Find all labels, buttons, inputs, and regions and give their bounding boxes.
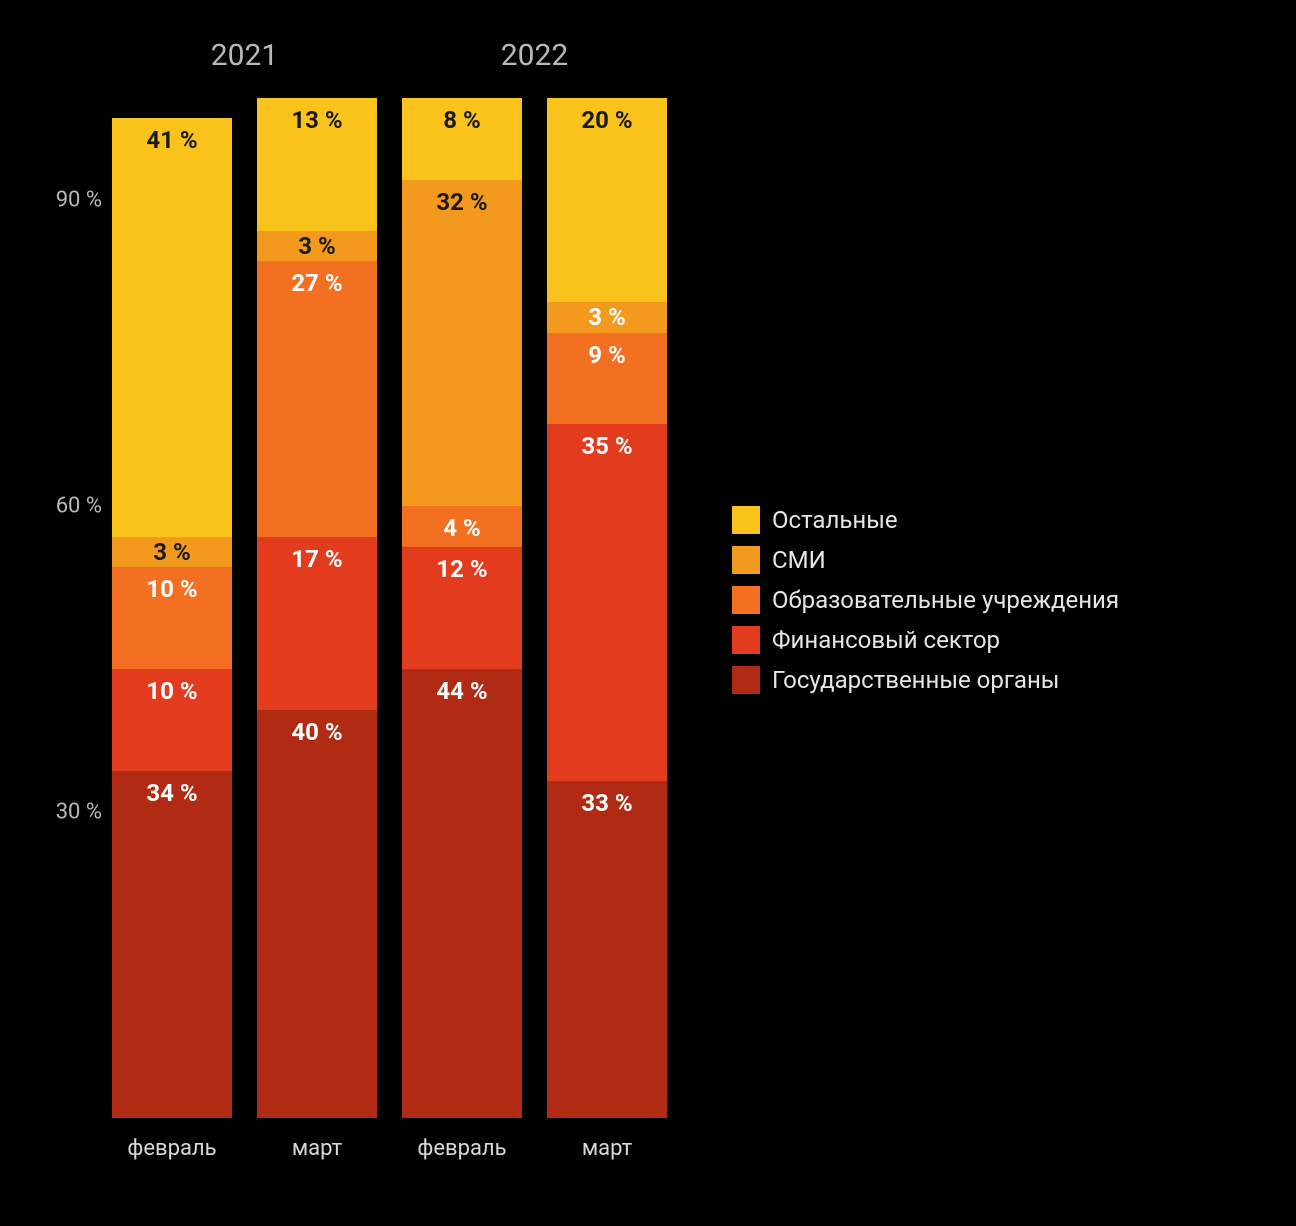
- segment-value-label: 20 %: [547, 108, 667, 132]
- bar-segment-fin: 35 %: [547, 424, 667, 781]
- segment-value-label: 12 %: [402, 557, 522, 581]
- bar: 44 % 12 % 4 % 32 % 8 %: [402, 98, 522, 1118]
- x-axis-label: февраль: [417, 1136, 506, 1161]
- plot-area: 34 % 10 % 10 % 3 % 41 % 40 % 17 % 27 % 3 % 13 % 44…: [112, 98, 667, 1118]
- segment-value-label: 17 %: [257, 547, 377, 571]
- bar-segment-gov: 40 %: [257, 710, 377, 1118]
- segment-value-label: 33 %: [547, 791, 667, 815]
- bar-segment-gov: 33 %: [547, 781, 667, 1118]
- segment-value-label: 27 %: [257, 271, 377, 295]
- bar-segment-other: 8 %: [402, 98, 522, 180]
- segment-value-label: 44 %: [402, 679, 522, 703]
- bar-segment-edu: 27 %: [257, 261, 377, 536]
- legend-swatch: [732, 546, 760, 574]
- legend-item: СМИ: [732, 540, 1119, 580]
- bar-segment-fin: 12 %: [402, 547, 522, 669]
- legend-item: Остальные: [732, 500, 1119, 540]
- segment-value-label: 10 %: [112, 679, 232, 703]
- segment-value-label: 41 %: [112, 128, 232, 152]
- bar-segment-other: 13 %: [257, 98, 377, 231]
- legend-swatch: [732, 626, 760, 654]
- bar-segment-media: 3 %: [547, 302, 667, 333]
- segment-value-label: 3 %: [547, 305, 667, 329]
- bar-segment-media: 32 %: [402, 180, 522, 506]
- x-axis-label: март: [292, 1136, 342, 1161]
- legend-swatch: [732, 506, 760, 534]
- x-axis-label: март: [582, 1136, 632, 1161]
- segment-value-label: 4 %: [402, 516, 522, 540]
- segment-value-label: 3 %: [257, 234, 377, 258]
- bar: 34 % 10 % 10 % 3 % 41 %: [112, 118, 232, 1118]
- legend-label: Финансовый сектор: [772, 626, 1000, 654]
- stacked-bar-chart: 34 % 10 % 10 % 3 % 41 % 40 % 17 % 27 % 3 % 13 % 44…: [0, 0, 1296, 1226]
- bar-segment-gov: 44 %: [402, 669, 522, 1118]
- bar-segment-edu: 10 %: [112, 567, 232, 669]
- y-axis-tick: 60 %: [0, 494, 102, 519]
- y-axis-tick: 30 %: [0, 800, 102, 825]
- bar-segment-edu: 9 %: [547, 333, 667, 425]
- legend-item: Образовательные учреждения: [732, 580, 1119, 620]
- legend-label: Образовательные учреждения: [772, 586, 1119, 614]
- segment-value-label: 3 %: [112, 540, 232, 564]
- segment-value-label: 32 %: [402, 190, 522, 214]
- segment-value-label: 40 %: [257, 720, 377, 744]
- bar-segment-other: 41 %: [112, 118, 232, 536]
- segment-value-label: 13 %: [257, 108, 377, 132]
- segment-value-label: 34 %: [112, 781, 232, 805]
- segment-value-label: 10 %: [112, 577, 232, 601]
- legend-label: Остальные: [772, 506, 898, 534]
- legend: Остальные СМИ Образовательные учреждения Фи…: [732, 500, 1119, 700]
- bar-segment-media: 3 %: [112, 537, 232, 568]
- legend-swatch: [732, 666, 760, 694]
- x-axis-label: февраль: [127, 1136, 216, 1161]
- year-header: 2022: [501, 38, 568, 73]
- bar-segment-edu: 4 %: [402, 506, 522, 547]
- legend-item: Финансовый сектор: [732, 620, 1119, 660]
- bar-segment-media: 3 %: [257, 231, 377, 262]
- bar: 33 % 35 % 9 % 3 % 20 %: [547, 98, 667, 1118]
- bar-segment-fin: 17 %: [257, 537, 377, 710]
- legend-swatch: [732, 586, 760, 614]
- bar: 40 % 17 % 27 % 3 % 13 %: [257, 98, 377, 1118]
- legend-label: Государственные органы: [772, 666, 1059, 694]
- legend-label: СМИ: [772, 546, 826, 574]
- bar-segment-fin: 10 %: [112, 669, 232, 771]
- y-axis-tick: 90 %: [0, 188, 102, 213]
- segment-value-label: 8 %: [402, 108, 522, 132]
- legend-item: Государственные органы: [732, 660, 1119, 700]
- segment-value-label: 9 %: [547, 343, 667, 367]
- bar-segment-gov: 34 %: [112, 771, 232, 1118]
- segment-value-label: 35 %: [547, 434, 667, 458]
- year-header: 2021: [211, 38, 278, 73]
- bar-segment-other: 20 %: [547, 98, 667, 302]
